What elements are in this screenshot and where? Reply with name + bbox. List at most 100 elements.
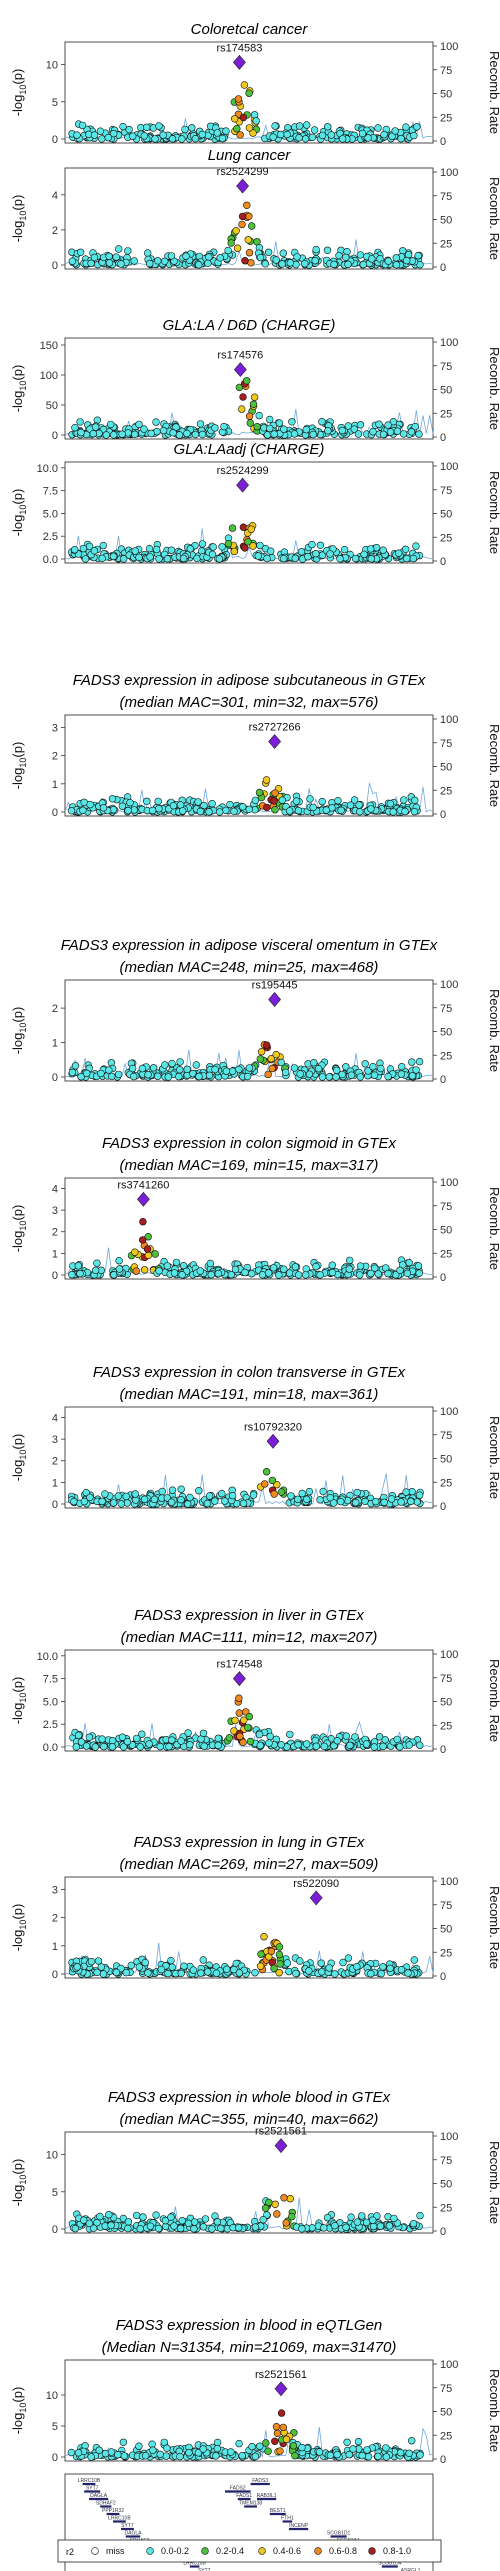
snp-point: [141, 1958, 150, 1967]
snp-point: [337, 806, 345, 814]
y2-tick-label: 100: [440, 2359, 458, 2371]
snp-point: [367, 1269, 375, 1278]
snp-point: [295, 122, 304, 130]
snp-point: [251, 2223, 260, 2231]
snp-point: [203, 1499, 212, 1508]
snp-point: [266, 424, 274, 433]
snp-point: [362, 1740, 371, 1748]
snp-point: [269, 133, 277, 141]
snp-point: [93, 1968, 101, 1977]
snp-point: [298, 2225, 306, 2233]
y-tick-label: 0.0: [43, 1742, 58, 1754]
snp-point: [331, 1970, 339, 1978]
snp-point: [100, 1742, 108, 1751]
panel-title: FADS3 expression in whole blood in GTEx: [108, 2089, 391, 2106]
y2-tick-label: 75: [440, 485, 452, 497]
y-tick-label: 0: [52, 430, 58, 442]
snp-point: [405, 1258, 413, 1267]
snp-point: [124, 429, 132, 437]
snp-points: [67, 1467, 424, 1508]
y-tick-label: 5: [52, 2421, 58, 2433]
snp-point: [216, 254, 224, 262]
snp-point: [239, 1738, 247, 1747]
snp-point: [334, 796, 342, 805]
y-axis-label: -log10(p): [10, 489, 28, 537]
snp-point: [286, 1730, 294, 1739]
lead-snp-label: rs174548: [216, 1659, 262, 1671]
snp-point: [212, 1969, 221, 1977]
panel-title: FADS3 expression in adipose visceral ome…: [61, 937, 438, 954]
snp-point: [344, 1954, 353, 1962]
y2-tick-label: 25: [440, 1050, 452, 1062]
snp-point: [279, 249, 287, 257]
gene-label: PPP1R32: [102, 2508, 124, 2514]
snp-point: [71, 1062, 80, 1070]
snp-point: [328, 1261, 336, 1269]
snp-point: [205, 1492, 214, 1500]
snp-point: [176, 1058, 184, 1066]
snp-point: [318, 418, 326, 426]
snp-point: [271, 122, 279, 130]
snp-point: [416, 2451, 424, 2459]
snp-point: [397, 1070, 406, 1078]
snp-point: [231, 115, 239, 123]
snp-point: [140, 1266, 149, 1274]
snp-point: [277, 2409, 286, 2417]
lead-snp-label: rs2524299: [217, 465, 269, 477]
snp-point: [327, 131, 335, 139]
snp-point: [78, 121, 87, 130]
y2-tick-label: 0: [440, 1501, 446, 1513]
y2-tick-label: 0: [440, 556, 446, 568]
legend-entry-label: miss: [106, 2546, 125, 2556]
y2-tick-label: 75: [440, 65, 452, 77]
y-tick-label: 0: [52, 260, 58, 272]
snp-point: [264, 1070, 272, 1079]
snp-point: [238, 2452, 246, 2460]
snp-point: [222, 1067, 231, 1075]
snp-point: [402, 123, 410, 131]
snp-point: [177, 1737, 185, 1745]
snp-point: [199, 1956, 208, 1964]
snp-point: [397, 1965, 406, 1974]
snp-point: [271, 789, 279, 797]
snp-point: [364, 134, 372, 142]
y2-tick-label: 0: [440, 2226, 446, 2238]
snp-point: [264, 1269, 273, 1277]
snp-point: [222, 806, 230, 815]
lead-snp-marker: [268, 992, 281, 1007]
snp-point: [179, 807, 187, 815]
legend-entry-label: 0.6-0.8: [329, 2546, 357, 2556]
snp-point: [74, 2449, 83, 2457]
snp-point: [244, 236, 253, 244]
snp-point: [314, 1064, 323, 1073]
snp-point: [369, 428, 377, 436]
plot-frame: [64, 1406, 434, 1509]
snp-point: [214, 1269, 223, 1278]
snp-point: [260, 1932, 268, 1941]
snp-point: [186, 545, 195, 553]
panel-title: GLA:LAadj (CHARGE): [174, 441, 325, 458]
snp-point: [71, 424, 79, 432]
snp-point: [403, 256, 411, 265]
snp-point: [239, 393, 247, 401]
snp-point: [193, 554, 201, 563]
y-tick-label: 2.5: [43, 531, 58, 543]
y-tick-label: 0.0: [43, 554, 58, 566]
snp-point: [85, 1733, 94, 1742]
snp-point: [131, 430, 139, 438]
snp-point: [245, 89, 253, 97]
snp-point: [320, 1742, 328, 1751]
snp-point: [115, 1256, 123, 1265]
snp-point: [328, 1268, 337, 1277]
lead-snp-label: rs522090: [293, 1878, 339, 1890]
snp-point: [120, 2452, 129, 2460]
snp-point: [161, 1061, 169, 1069]
snp-point: [146, 2222, 155, 2230]
snp-point: [224, 539, 233, 548]
snp-point: [358, 2212, 366, 2220]
snp-point: [271, 2437, 279, 2446]
snp-point: [223, 1965, 231, 1974]
y2-tick-label: 50: [440, 1924, 452, 1936]
snp-point: [272, 1050, 280, 1059]
snp-point: [340, 545, 349, 554]
